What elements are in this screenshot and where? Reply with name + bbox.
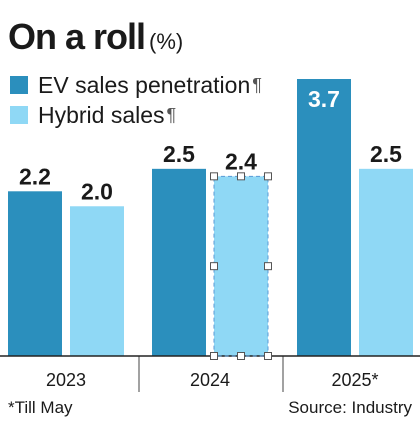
bar-ev <box>297 79 351 356</box>
bar-hybrid <box>70 206 124 356</box>
data-label: 2.5 <box>163 141 195 167</box>
data-label: 3.7 <box>308 86 340 112</box>
title-text: On a roll <box>8 16 146 57</box>
legend: EV sales penetration ¶ Hybrid sales ¶ <box>10 70 262 130</box>
data-label: 2.4 <box>225 148 257 174</box>
chart-title: On a roll (%) <box>8 16 183 58</box>
footnote: *Till May <box>8 398 73 417</box>
selection-handle <box>237 352 245 360</box>
selection-handle <box>264 172 272 181</box>
legend-item-ev: EV sales penetration ¶ <box>10 70 262 100</box>
data-label: 2.2 <box>19 163 51 189</box>
category-label: 2023 <box>46 370 86 390</box>
category-label: 2025* <box>331 370 378 390</box>
category-label: 2024 <box>190 370 230 390</box>
data-label: 2.5 <box>370 141 402 167</box>
data-label: 2.0 <box>81 178 113 204</box>
legend-label-hybrid: Hybrid sales <box>38 101 165 128</box>
selection-handle <box>210 352 218 360</box>
legend-swatch-ev <box>10 76 28 94</box>
selection-handle <box>264 352 272 360</box>
legend-label-ev: EV sales penetration <box>38 71 251 98</box>
bar-hybrid <box>214 176 268 356</box>
pilcrow-icon: ¶ <box>166 104 177 125</box>
legend-item-hybrid: Hybrid sales ¶ <box>10 100 262 130</box>
selection-handle <box>210 262 218 271</box>
bar-ev <box>152 168 206 356</box>
bar-hybrid <box>359 168 413 356</box>
legend-swatch-hybrid <box>10 106 28 124</box>
title-unit: (%) <box>149 29 184 54</box>
pilcrow-icon: ¶ <box>252 74 262 95</box>
source-note: Source: Industry <box>288 398 412 417</box>
selection-handle <box>264 262 272 271</box>
selection-handle <box>237 172 245 181</box>
bar-ev <box>8 191 62 356</box>
selection-handle <box>210 172 218 181</box>
